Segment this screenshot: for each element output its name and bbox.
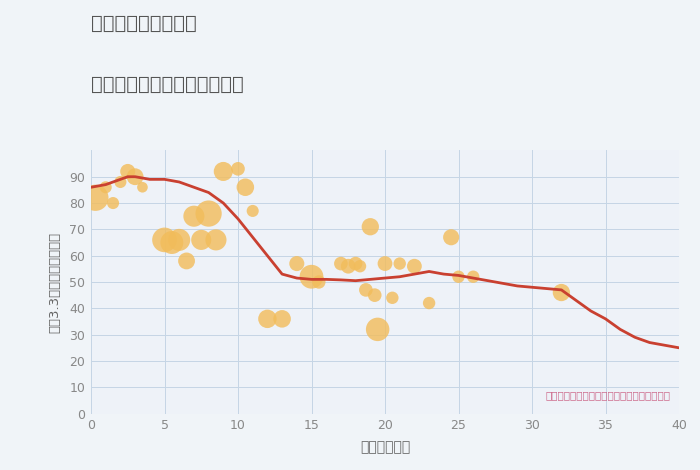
Point	[394, 260, 405, 267]
Point	[372, 326, 384, 333]
Point	[210, 236, 221, 243]
Point	[122, 168, 133, 175]
Point	[174, 236, 185, 243]
Point	[468, 273, 479, 281]
Point	[409, 262, 420, 270]
Point	[424, 299, 435, 307]
Point	[159, 236, 170, 243]
Point	[181, 257, 192, 265]
Text: 築年数別中古マンション価格: 築年数別中古マンション価格	[91, 75, 244, 94]
Point	[379, 260, 391, 267]
Point	[350, 260, 361, 267]
Point	[90, 194, 101, 202]
Point	[108, 199, 119, 207]
Text: 三重県桑名市大貝須: 三重県桑名市大貝須	[91, 14, 197, 33]
Point	[446, 234, 457, 241]
Point	[218, 168, 229, 175]
Point	[354, 262, 365, 270]
Point	[306, 273, 317, 281]
Point	[130, 173, 141, 180]
Point	[203, 210, 214, 217]
Point	[136, 183, 148, 191]
Point	[188, 212, 199, 220]
Point	[167, 239, 178, 246]
Point	[314, 278, 325, 286]
Point	[247, 207, 258, 215]
Point	[369, 291, 380, 299]
Point	[343, 262, 354, 270]
Point	[195, 236, 207, 243]
Point	[556, 289, 567, 296]
Point	[365, 223, 376, 230]
Y-axis label: 平（3.3㎡）単価（万円）: 平（3.3㎡）単価（万円）	[48, 231, 61, 333]
Point	[453, 273, 464, 281]
Point	[276, 315, 288, 322]
Point	[115, 178, 126, 186]
Point	[232, 165, 244, 172]
Point	[360, 286, 372, 294]
Point	[100, 183, 111, 191]
Point	[386, 294, 398, 302]
Point	[239, 183, 251, 191]
Text: 円の大きさは、取引のあった物件面積を示す: 円の大きさは、取引のあった物件面積を示す	[545, 391, 670, 400]
X-axis label: 築年数（年）: 築年数（年）	[360, 440, 410, 454]
Point	[262, 315, 273, 322]
Point	[291, 260, 302, 267]
Point	[335, 260, 346, 267]
